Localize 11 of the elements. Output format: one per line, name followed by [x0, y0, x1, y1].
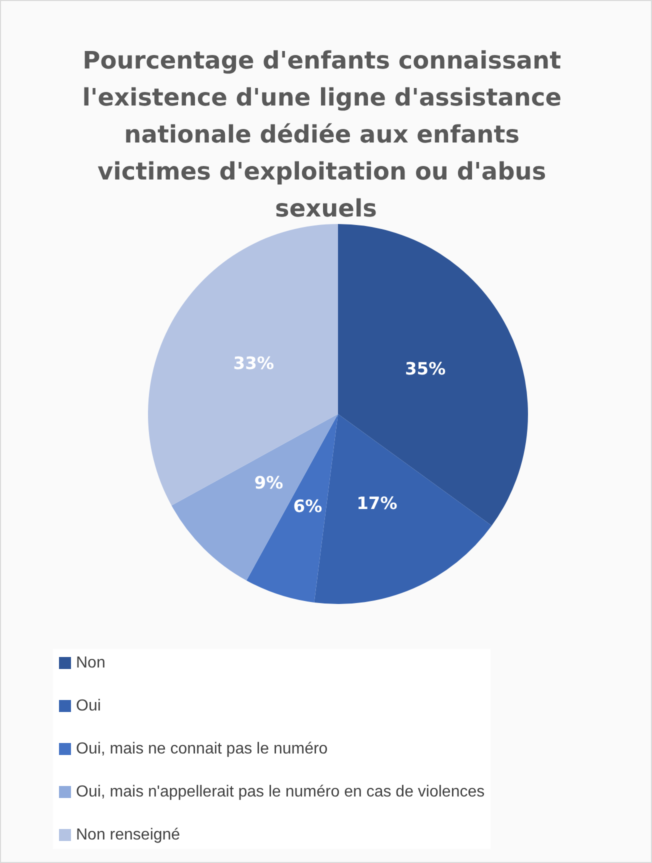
data-label: 35%: [404, 360, 446, 380]
data-label: 6%: [293, 497, 322, 518]
legend-label: Non: [76, 654, 106, 672]
data-label: 9%: [254, 473, 284, 494]
data-label: 17%: [356, 494, 398, 514]
legend-label: Non renseigné: [76, 826, 180, 844]
legend-label: Oui: [76, 698, 101, 714]
legend-label: Oui, mais ne connait pas le numéro: [76, 740, 328, 758]
legend-label: Oui, mais n'appellerait pas le numéro en cas de violences: [76, 784, 485, 800]
chart-title: Pourcentage d'enfants connaissant l'existence d'une ligne d'assistance nationale dédiée aux enfants victimes d'exploitation ou d'abus sexuels: [82, 46, 570, 222]
data-label: 33%: [233, 354, 274, 374]
